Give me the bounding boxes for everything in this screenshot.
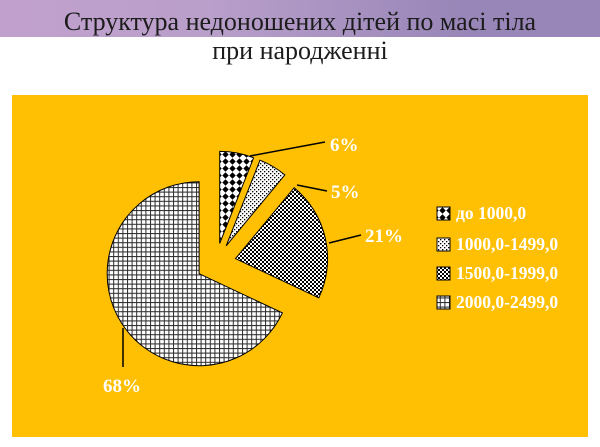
leader-line-2 — [328, 234, 362, 244]
legend-label-1: 1000,0-1499,0 — [456, 234, 558, 254]
pie-chart: 6% 5% 21% 68% до 1000,0 1000,0-1499,0 1500,0-1… — [103, 135, 558, 397]
legend-swatch-3 — [436, 295, 451, 310]
legend-item-3: 2000,0-2499,0 — [436, 292, 558, 312]
slide-title-line2: при народженні — [212, 36, 388, 65]
pie-slice-0 — [219, 150, 255, 244]
pie-label-1: 5% — [331, 182, 360, 203]
legend-swatch-1 — [436, 237, 451, 252]
legend-label-0: до 1000,0 — [456, 203, 526, 223]
pie-label-0: 6% — [330, 135, 359, 156]
legend-swatch-0 — [436, 206, 451, 221]
legend-label-2: 1500,0-1999,0 — [456, 263, 558, 283]
legend-item-0: до 1000,0 — [436, 203, 526, 223]
pie-label-3: 68% — [103, 376, 141, 397]
legend-item-2: 1500,0-1999,0 — [436, 263, 558, 283]
legend-swatch-2 — [436, 266, 451, 281]
slide-title-line1: Структура недоношених дітей по масі тіла — [63, 6, 537, 36]
pie-slice-1 — [225, 159, 286, 247]
title-band: Структура недоношених дітей по масі тіла — [0, 0, 600, 37]
leader-line-0 — [249, 141, 326, 157]
pie-slice-3 — [106, 181, 284, 367]
pie-label-2: 21% — [365, 226, 403, 247]
legend-item-1: 1000,0-1499,0 — [436, 234, 558, 254]
legend-label-3: 2000,0-2499,0 — [456, 292, 558, 312]
leader-line-1 — [296, 184, 328, 192]
pie-slice-2 — [234, 186, 329, 299]
chart-panel: 6% 5% 21% 68% до 1000,0 1000,0-1499,0 1500,0-1… — [12, 95, 588, 437]
